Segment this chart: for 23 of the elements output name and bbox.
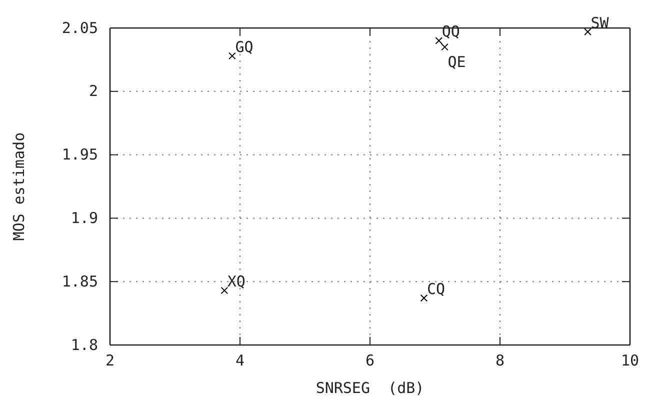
x-axis-title: SNRSEG (dB)	[316, 379, 424, 397]
y-tick-label: 1.9	[70, 209, 98, 227]
point	[420, 294, 428, 302]
y-axis-title: MOS estimado	[10, 132, 28, 241]
x-tick-label: 2	[105, 352, 115, 370]
series-label: XQ	[227, 272, 246, 290]
y-tick-label: 1.95	[62, 146, 98, 164]
y-tick-label: 1.8	[70, 336, 98, 354]
point	[584, 28, 592, 36]
y-tick-label: 2.05	[62, 18, 98, 37]
point	[220, 286, 228, 294]
x-tick-label: 4	[235, 352, 245, 370]
y-tick-label: 2	[88, 82, 98, 100]
point	[435, 37, 443, 44]
x-tick-label: 10	[620, 352, 640, 370]
series-label: QE	[448, 53, 466, 72]
series-label: CQ	[426, 280, 446, 298]
series-label: GQ	[235, 38, 254, 56]
y-tick-label: 1.85	[62, 272, 98, 290]
point	[441, 43, 448, 51]
x-tick-label: 8	[495, 352, 505, 370]
point	[228, 52, 236, 60]
x-tick-label: 6	[365, 352, 375, 370]
